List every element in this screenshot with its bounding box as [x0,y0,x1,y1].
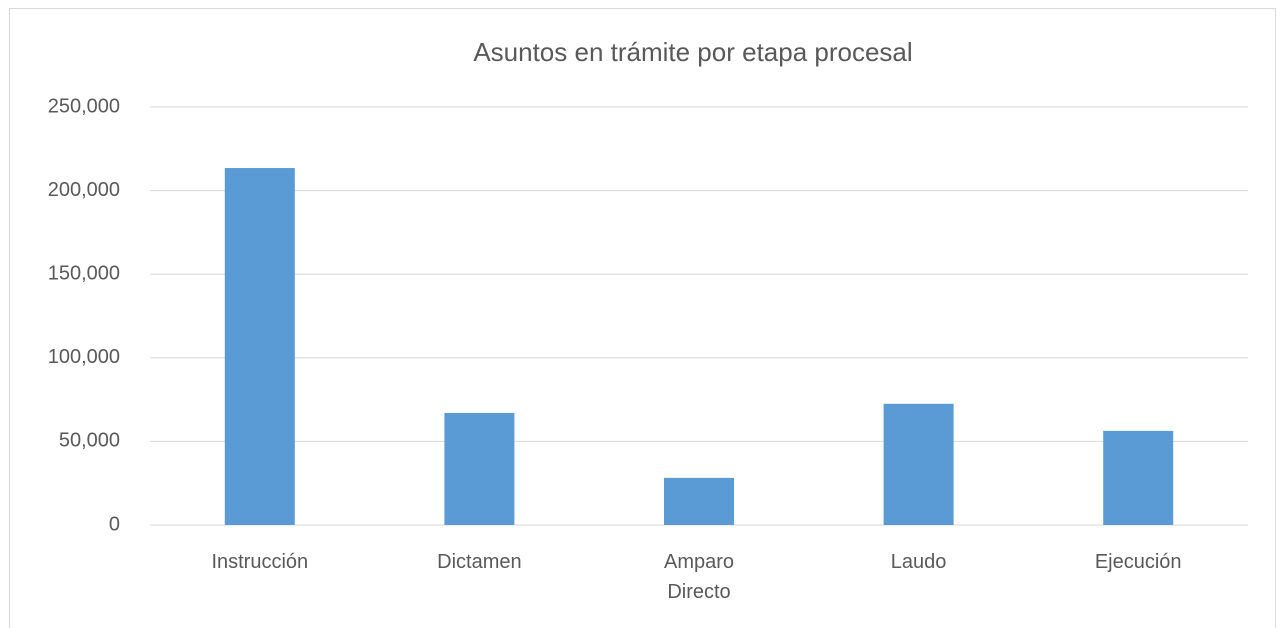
bar [883,403,954,525]
bar [664,477,734,525]
y-tick-label: 50,000 [59,430,120,452]
chart-border [9,8,1276,628]
x-tick-label: Amparo Directo [663,551,735,603]
chart-title: Asuntos en trámite por etapa procesal [473,37,912,67]
y-tick-label: 250,000 [48,95,120,117]
y-tick-label: 0 [109,513,120,535]
bar [444,412,515,525]
y-tick-label: 150,000 [48,262,120,284]
x-tick-label: Instrucción [211,551,309,573]
bar [1103,430,1174,525]
bar [224,168,295,525]
x-tick-label: Ejecución [1094,551,1182,573]
y-tick-label: 200,000 [48,179,120,201]
x-tick-label: Laudo [890,551,947,573]
x-tick-label: Dictamen [437,551,522,573]
y-tick-label: 100,000 [48,346,120,368]
